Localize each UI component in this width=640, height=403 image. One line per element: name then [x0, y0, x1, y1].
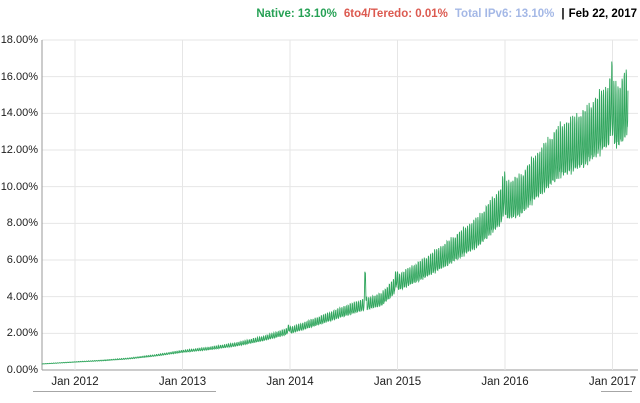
x-axis-tick-label: Jan 2017: [588, 376, 637, 388]
y-axis-tick-label: 16.00%: [0, 70, 38, 83]
bottom-left-rule: [33, 391, 216, 392]
y-axis-tick-label: 0.00%: [6, 364, 38, 376]
native-series-line: [41, 61, 629, 365]
chart-legend: Native: 13.10% 6to4/Teredo: 0.01% Total IP…: [256, 8, 637, 20]
legend-date: Feb 22, 2017: [568, 8, 637, 20]
x-axis-tick-label: Jan 2013: [158, 376, 207, 388]
y-axis-tick-label: 12.00%: [0, 144, 38, 156]
y-axis-tick-label: 4.00%: [6, 290, 38, 303]
y-axis-tick-label: 6.00%: [6, 254, 38, 266]
x-axis-tick-label: Jan 2014: [266, 376, 314, 388]
y-axis-tick-label: 8.00%: [6, 217, 38, 230]
legend-item-6to4-teredo: 6to4/Teredo: 0.01%: [343, 8, 448, 20]
y-axis-tick-label: 18.00%: [0, 34, 38, 46]
y-axis-tick-label: 2.00%: [6, 327, 38, 340]
legend-separator: |: [561, 8, 565, 20]
x-axis-tick-label: Jan 2015: [373, 376, 422, 388]
legend-item-total-ipv6: Total IPv6: 13.10%: [454, 8, 555, 20]
y-axis-tick-label: 10.00%: [0, 180, 38, 193]
x-axis-tick-label: Jan 2012: [51, 376, 99, 388]
bottom-right-rule: [601, 391, 632, 392]
x-axis-tick-label: Jan 2016: [481, 376, 529, 388]
y-axis-tick-label: 14.00%: [0, 107, 38, 120]
legend-item-native: Native: 13.10%: [256, 8, 337, 20]
